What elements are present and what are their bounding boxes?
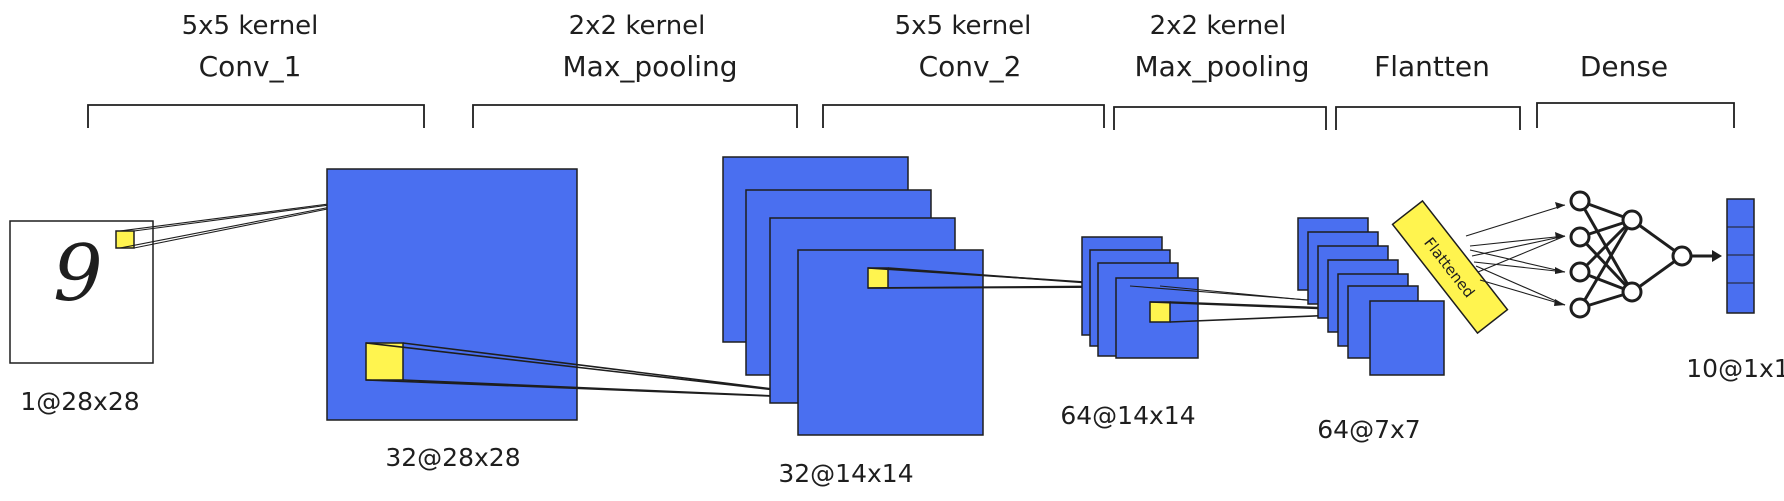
connection-arrow [1473, 261, 1566, 273]
output-neuron [1671, 245, 1693, 267]
stage-2-kernel: 2x2 kernel [569, 11, 706, 41]
arrowhead [1555, 232, 1565, 239]
dense-network [1569, 190, 1722, 319]
connection-arrow [1471, 235, 1566, 257]
arrowhead [1555, 202, 1565, 209]
connection-arrow [1475, 265, 1566, 306]
conv1-kernel-window [365, 342, 404, 381]
stage-6-name: Dense [1580, 50, 1668, 83]
connection-arrow [1469, 249, 1566, 273]
stage-2-name: Max_pooling [563, 50, 738, 83]
conv2-shape-label: 64@14x14 [1060, 401, 1195, 430]
input-neuron [1569, 261, 1591, 283]
neuron-connection [1578, 219, 1634, 309]
input-neuron [1569, 297, 1591, 319]
stage-5-name: Flantten [1374, 50, 1490, 83]
connection-arrow [1469, 235, 1566, 247]
pool2-shape-label: 64@7x7 [1317, 415, 1420, 444]
output-vector-bar [1726, 198, 1755, 314]
stage-5-bracket [1335, 106, 1521, 130]
pool1-feature-map [797, 249, 984, 436]
conv1-shape-label: 32@28x28 [385, 443, 520, 472]
input-neuron [1569, 226, 1591, 248]
stage-1-kernel: 5x5 kernel [182, 11, 319, 41]
stage-4-bracket [1113, 106, 1327, 130]
stage-3-bracket [822, 104, 1105, 128]
connection-arrow [1477, 235, 1566, 273]
stage-6-bracket [1536, 102, 1735, 128]
stage-1-bracket [87, 104, 425, 128]
output-vector [1726, 198, 1755, 314]
flattened-bar [1391, 199, 1509, 335]
hidden-neuron [1621, 209, 1643, 231]
projection-line [119, 198, 368, 232]
stage-3-kernel: 5x5 kernel [895, 11, 1032, 41]
pool1-kernel-window [867, 267, 889, 289]
stage-2-bracket [472, 104, 798, 128]
pool1-shape-label: 32@14x14 [778, 459, 913, 488]
pool2-feature-map [1369, 300, 1445, 376]
neuron-connection [1578, 218, 1634, 274]
stage-4-name: Max_pooling [1135, 50, 1310, 83]
conv2-kernel-window [1149, 301, 1171, 323]
hidden-neuron [1621, 281, 1643, 303]
input-kernel-window [115, 230, 135, 249]
output-shape-label: 10@1x1 [1686, 354, 1784, 383]
projection-line [119, 199, 368, 249]
input-neuron [1569, 190, 1591, 212]
flatten-to-dense-connections [1465, 202, 1566, 306]
connection-arrow [1479, 279, 1566, 306]
input-shape-label: 1@28x28 [20, 387, 139, 416]
stage-3-name: Conv_2 [919, 50, 1022, 83]
arrowhead [1712, 250, 1722, 262]
arrowhead [1554, 299, 1565, 306]
arrowhead [1555, 267, 1565, 274]
stage-4-kernel: 2x2 kernel [1150, 11, 1287, 41]
connection-arrow [1465, 204, 1566, 237]
stage-1-name: Conv_1 [199, 50, 302, 83]
input-digit: 9 [53, 229, 103, 319]
